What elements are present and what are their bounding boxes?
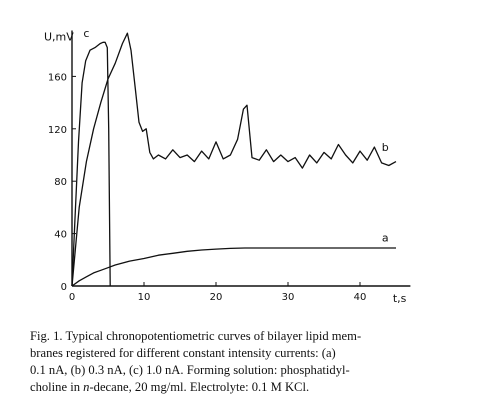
- series-lines: [72, 33, 396, 286]
- series-line-a: [72, 248, 396, 286]
- y-tick-label: 80: [54, 177, 67, 188]
- y-tick-label: 120: [48, 125, 67, 136]
- caption-line: 0.1 nA, (b) 0.3 nA, (c) 1.0 nA. Forming …: [30, 362, 470, 379]
- figure-caption: Fig. 1. Typical chronopotentiometric cur…: [30, 328, 470, 396]
- y-tick-label: 0: [61, 282, 67, 293]
- caption-line: branes registered for different constant…: [30, 345, 470, 362]
- y-tick-label: 160: [48, 72, 67, 83]
- x-tick-label: 30: [282, 292, 295, 303]
- curve-label-b: b: [382, 141, 389, 154]
- y-axis-label: U,mV: [44, 31, 74, 44]
- series-line-c: [72, 42, 110, 286]
- curve-label-a: a: [382, 231, 389, 244]
- caption-line: choline in n-decane, 20 mg/ml. Electroly…: [30, 379, 470, 396]
- x-tick-label: 10: [138, 292, 151, 303]
- x-tick-label: 0: [69, 292, 75, 303]
- curve-label-c: c: [83, 27, 89, 40]
- y-tick-label: 40: [54, 230, 67, 241]
- caption-line: Fig. 1. Typical chronopotentiometric cur…: [30, 328, 470, 345]
- ticks: 0 10 20 30 40 0 40 80 120 160: [48, 72, 366, 303]
- caption-italic: n: [83, 380, 89, 394]
- x-tick-label: 20: [210, 292, 223, 303]
- chronopotentiometric-chart: 0 10 20 30 40 0 40 80 120 160 U,mV t,s a b c: [0, 0, 477, 320]
- x-tick-label: 40: [354, 292, 367, 303]
- x-axis-label: t,s: [393, 292, 407, 305]
- labels: U,mV t,s a b c: [44, 27, 407, 305]
